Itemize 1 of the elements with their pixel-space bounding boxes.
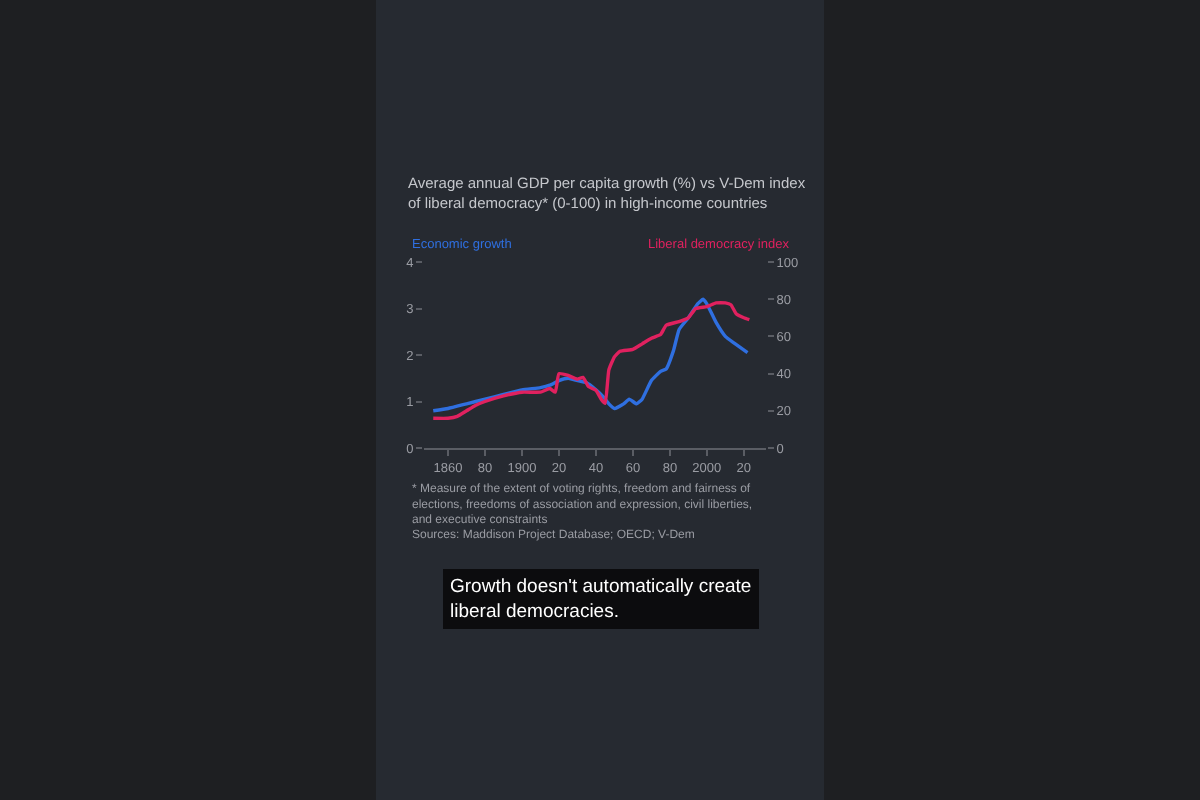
text: Growth doesn't automatically create liberal democracies. [450,576,752,623]
